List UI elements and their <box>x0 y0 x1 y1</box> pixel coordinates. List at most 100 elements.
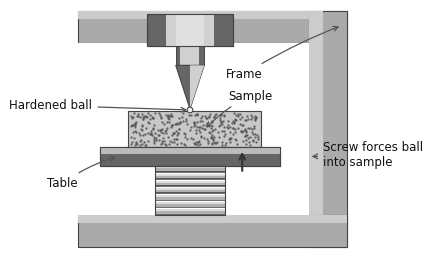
Point <box>188 136 195 140</box>
Point <box>248 127 255 131</box>
Point <box>169 123 176 127</box>
FancyBboxPatch shape <box>176 46 204 65</box>
Point <box>254 135 261 139</box>
Point <box>173 122 180 126</box>
Point <box>172 122 179 126</box>
Point <box>194 125 201 129</box>
Polygon shape <box>309 11 347 247</box>
Polygon shape <box>176 65 204 109</box>
Circle shape <box>187 107 193 113</box>
Point <box>227 140 234 144</box>
Point <box>243 118 250 122</box>
Point <box>216 118 223 122</box>
Polygon shape <box>155 199 225 200</box>
Polygon shape <box>155 209 225 211</box>
Point <box>147 113 154 117</box>
Point <box>163 113 170 117</box>
Point <box>156 128 163 132</box>
Point <box>219 140 226 144</box>
Point <box>132 130 139 134</box>
Point <box>163 126 170 130</box>
Point <box>143 115 150 119</box>
Point <box>158 115 165 119</box>
Point <box>240 129 247 133</box>
Point <box>238 129 245 133</box>
Point <box>205 139 212 143</box>
Point <box>149 127 156 131</box>
Text: Frame: Frame <box>226 26 338 81</box>
Point <box>181 142 188 146</box>
Point <box>142 125 149 130</box>
Point <box>127 114 134 118</box>
Point <box>193 128 200 132</box>
Point <box>227 136 235 140</box>
Point <box>159 139 166 143</box>
Point <box>249 139 257 143</box>
Point <box>229 119 236 123</box>
Point <box>252 116 259 121</box>
Point <box>209 127 216 132</box>
Point <box>200 136 207 140</box>
Text: Screw forces ball
into sample: Screw forces ball into sample <box>313 141 423 169</box>
Point <box>183 122 191 126</box>
Point <box>152 136 159 140</box>
Point <box>129 123 136 127</box>
Point <box>159 120 166 124</box>
Point <box>156 138 163 142</box>
Point <box>147 132 154 136</box>
Text: Hardened ball: Hardened ball <box>10 99 186 112</box>
Point <box>175 127 182 131</box>
Point <box>182 135 189 139</box>
Point <box>247 135 254 139</box>
Point <box>201 127 208 131</box>
Point <box>241 134 248 138</box>
Point <box>150 135 158 139</box>
Point <box>217 120 224 124</box>
Point <box>165 116 172 120</box>
Point <box>167 124 174 128</box>
Point <box>136 133 143 137</box>
Point <box>152 131 159 135</box>
Point <box>171 137 178 141</box>
Point <box>243 129 250 133</box>
Point <box>246 126 253 130</box>
Point <box>212 113 219 117</box>
Point <box>145 120 152 124</box>
Point <box>214 130 221 134</box>
Point <box>154 128 161 133</box>
Point <box>227 136 234 140</box>
Point <box>206 131 213 135</box>
Point <box>242 142 249 146</box>
Point <box>251 125 258 130</box>
Point <box>138 127 145 131</box>
Point <box>193 142 200 146</box>
Point <box>245 126 252 131</box>
Point <box>139 124 146 128</box>
Point <box>132 120 139 124</box>
Point <box>194 143 201 147</box>
Point <box>139 142 146 146</box>
Point <box>220 114 227 118</box>
Point <box>224 119 231 123</box>
Point <box>191 113 198 117</box>
Point <box>173 121 180 125</box>
Point <box>246 143 253 147</box>
Point <box>248 115 255 119</box>
Point <box>229 132 236 136</box>
Point <box>251 117 258 121</box>
Point <box>221 113 228 117</box>
Point <box>209 141 216 145</box>
Point <box>187 113 194 117</box>
Point <box>159 127 166 131</box>
Point <box>244 114 251 118</box>
Point <box>134 112 141 116</box>
Point <box>196 142 203 146</box>
Text: Table: Table <box>48 157 115 190</box>
Point <box>191 123 198 127</box>
Point <box>176 120 183 124</box>
Point <box>197 118 204 123</box>
Point <box>141 143 148 147</box>
Point <box>209 137 216 141</box>
Polygon shape <box>155 202 225 207</box>
Point <box>212 141 219 145</box>
